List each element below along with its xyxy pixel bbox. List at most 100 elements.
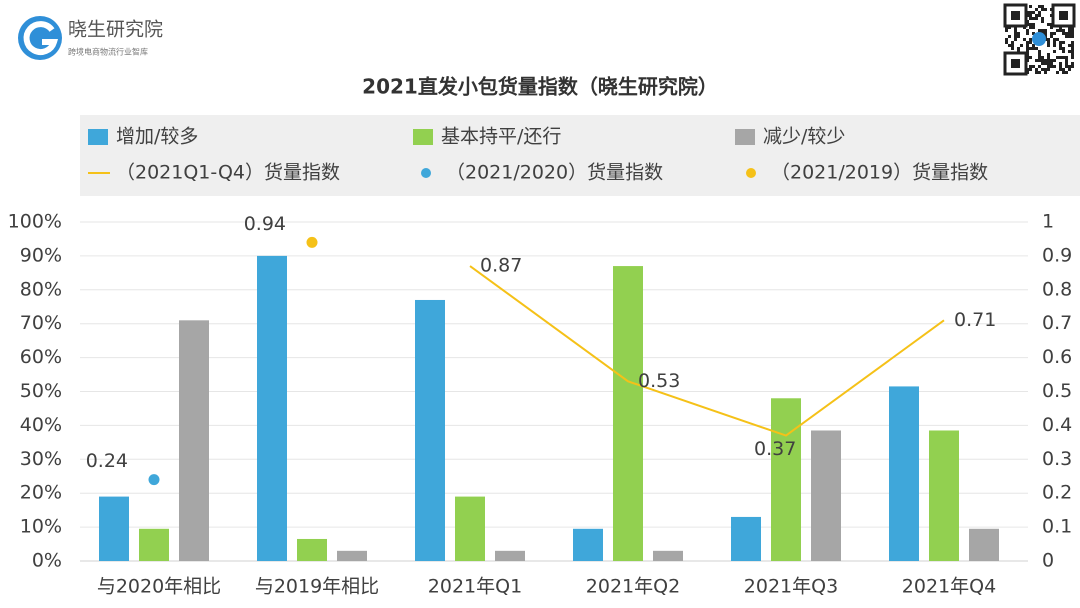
qr-cell — [1062, 71, 1065, 74]
qr-cell — [1047, 56, 1050, 59]
qr-cell — [1044, 62, 1047, 65]
qr-cell — [1044, 29, 1047, 32]
qr-cell — [1044, 59, 1047, 62]
qr-cell — [1050, 62, 1053, 65]
bar — [653, 550, 683, 561]
y2-tick-label: 0.4 — [1042, 414, 1072, 436]
qr-cell — [1005, 38, 1008, 41]
qr-cell — [1053, 44, 1056, 47]
bar — [179, 320, 209, 561]
data-label: 0.94 — [244, 213, 286, 235]
qr-cell — [1032, 32, 1035, 35]
qr-cell — [1029, 47, 1032, 50]
qr-cell — [1071, 41, 1074, 44]
qr-cell — [1044, 32, 1047, 35]
qr-cell — [1038, 29, 1041, 32]
qr-cell — [1029, 56, 1032, 59]
qr-cell — [1071, 50, 1074, 53]
qr-cell — [1059, 44, 1062, 47]
y2-tick-label: 0.6 — [1042, 346, 1072, 368]
qr-finder — [1059, 11, 1068, 20]
x-tick-label: 与2019年相比 — [255, 576, 379, 598]
data-label: 0.87 — [480, 255, 522, 277]
qr-cell — [1005, 41, 1008, 44]
qr-cell — [1041, 8, 1044, 11]
bar — [297, 538, 327, 561]
bar — [139, 528, 169, 561]
qr-cell — [1035, 59, 1038, 62]
legend-label: （2021Q1-Q4）货量指数 — [116, 162, 340, 184]
x-tick-label: 2021年Q1 — [428, 576, 522, 598]
y2-tick-label: 0.5 — [1042, 380, 1072, 402]
qr-cell — [1035, 68, 1038, 71]
y2-tick-label: 1 — [1042, 211, 1054, 233]
legend-label: 基本持平/还行 — [441, 126, 561, 148]
qr-cell — [1071, 62, 1074, 65]
legend-label: 增加/较多 — [116, 126, 198, 148]
data-label: 0.24 — [86, 450, 128, 472]
qr-cell — [1047, 68, 1050, 71]
y-tick-label: 100% — [8, 211, 62, 233]
qr-cell — [1032, 23, 1035, 26]
qr-cell — [1065, 32, 1068, 35]
qr-cell — [1008, 44, 1011, 47]
qr-cell — [1047, 38, 1050, 41]
y2-tick-label: 0.7 — [1042, 312, 1072, 334]
qr-cell — [1038, 5, 1041, 8]
bar — [889, 386, 919, 561]
qr-cell — [1068, 35, 1071, 38]
qr-cell — [1071, 35, 1074, 38]
bar — [771, 398, 801, 561]
qr-cell — [1053, 32, 1056, 35]
qr-cell — [1071, 53, 1074, 56]
qr-cell — [1056, 38, 1059, 41]
legend-label: （2021/2019）货量指数 — [771, 162, 988, 184]
qr-cell — [1068, 32, 1071, 35]
qr-cell — [1008, 35, 1011, 38]
bar — [415, 299, 445, 561]
qr-cell — [1071, 44, 1074, 47]
qr-cell — [1053, 59, 1056, 62]
qr-cell — [1065, 56, 1068, 59]
qr-logo — [1032, 32, 1046, 46]
qr-cell — [1062, 41, 1065, 44]
qr-cell — [1053, 41, 1056, 44]
x-tick-label: 与2020年相比 — [97, 576, 221, 598]
qr-cell — [1050, 35, 1053, 38]
x-tick-label: 2021年Q3 — [744, 576, 838, 598]
qr-cell — [1026, 32, 1029, 35]
y2-tick-label: 0 — [1042, 550, 1054, 572]
qr-cell — [1038, 11, 1041, 14]
qr-cell — [1023, 38, 1026, 41]
qr-cell — [1047, 53, 1050, 56]
qr-cell — [1065, 71, 1068, 74]
qr-cell — [1056, 56, 1059, 59]
bar — [731, 516, 761, 561]
qr-cell — [1029, 65, 1032, 68]
qr-cell — [1017, 32, 1020, 35]
qr-cell — [1059, 47, 1062, 50]
qr-cell — [1038, 65, 1041, 68]
bar — [495, 550, 525, 561]
qr-cell — [1059, 29, 1062, 32]
bar — [99, 496, 129, 561]
qr-finder — [1011, 11, 1020, 20]
qr-cell — [1062, 32, 1065, 35]
qr-cell — [1038, 71, 1041, 74]
qr-cell — [1014, 32, 1017, 35]
bar — [969, 528, 999, 561]
qr-cell — [1005, 29, 1008, 32]
qr-cell — [1068, 50, 1071, 53]
qr-cell — [1047, 41, 1050, 44]
qr-cell — [1068, 65, 1071, 68]
qr-cell — [1029, 26, 1032, 29]
dot — [306, 236, 318, 248]
qr-cell — [1014, 29, 1017, 32]
qr-cell — [1041, 29, 1044, 32]
qr-cell — [1035, 17, 1038, 20]
qr-cell — [1038, 14, 1041, 17]
qr-cell — [1032, 65, 1035, 68]
data-label: 0.53 — [638, 370, 680, 392]
qr-cell — [1053, 38, 1056, 41]
